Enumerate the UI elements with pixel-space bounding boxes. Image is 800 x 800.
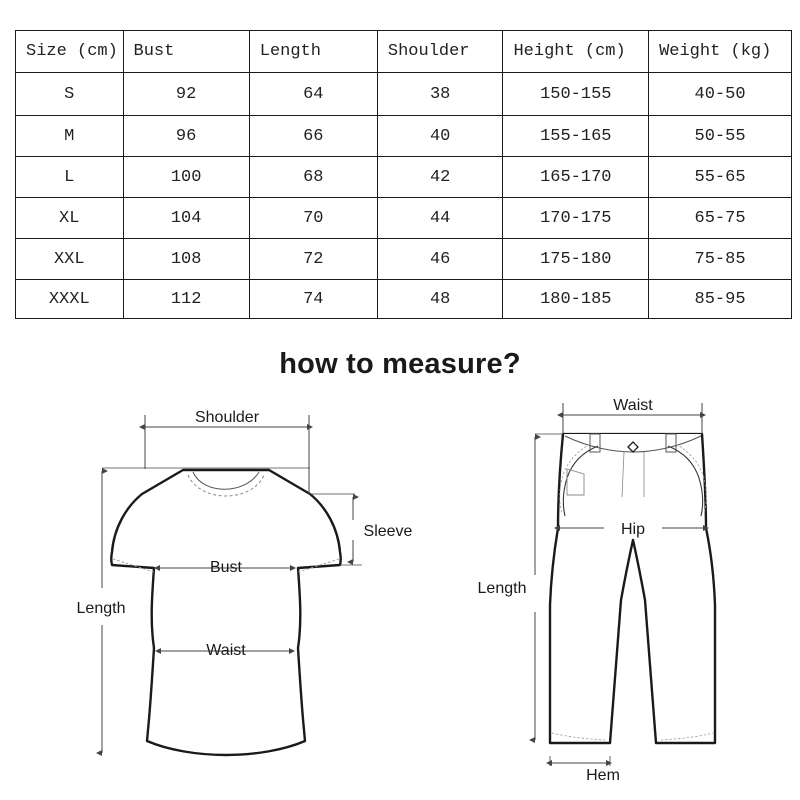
svg-text:Waist: Waist xyxy=(613,397,653,414)
svg-text:Hem: Hem xyxy=(586,767,620,784)
svg-text:Shoulder: Shoulder xyxy=(195,409,260,426)
svg-text:Hip: Hip xyxy=(621,521,645,538)
svg-text:Bust: Bust xyxy=(210,559,243,576)
svg-text:Length: Length xyxy=(77,600,126,617)
svg-text:Waist: Waist xyxy=(206,642,246,659)
svg-text:Length: Length xyxy=(478,580,527,597)
svg-text:Sleeve: Sleeve xyxy=(364,523,413,540)
